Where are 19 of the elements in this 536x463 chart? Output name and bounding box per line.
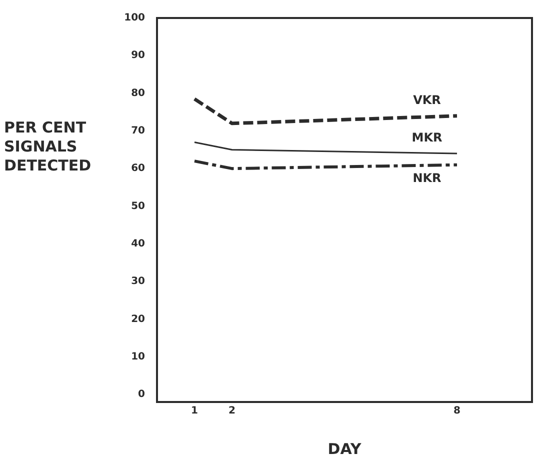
y-tick-label: 20 — [131, 314, 146, 325]
y-axis-title: PER CENT SIGNALS DETECTED — [4, 118, 92, 175]
y-tick-label: 80 — [131, 88, 146, 99]
y-tick-label: 10 — [131, 351, 146, 362]
y-tick-label: 60 — [131, 163, 146, 174]
x-tick-label: 8 — [454, 406, 461, 417]
y-tick-label: 40 — [131, 238, 146, 250]
y-tick-label: 70 — [131, 126, 146, 137]
x-axis-title: DAY — [328, 440, 362, 458]
x-tick-label: 1 — [191, 406, 198, 417]
series-label: NKR — [412, 170, 442, 185]
series-label: MKR — [412, 130, 442, 145]
y-tick-label: 50 — [131, 200, 146, 212]
series-label: VKR — [413, 93, 441, 108]
x-tick-label: 2 — [228, 406, 236, 417]
y-tick-label: 30 — [131, 276, 146, 288]
y-tick-label: 100 — [124, 12, 146, 24]
y-tick-label: 90 — [131, 50, 146, 62]
y-tick-label: 0 — [138, 389, 146, 400]
